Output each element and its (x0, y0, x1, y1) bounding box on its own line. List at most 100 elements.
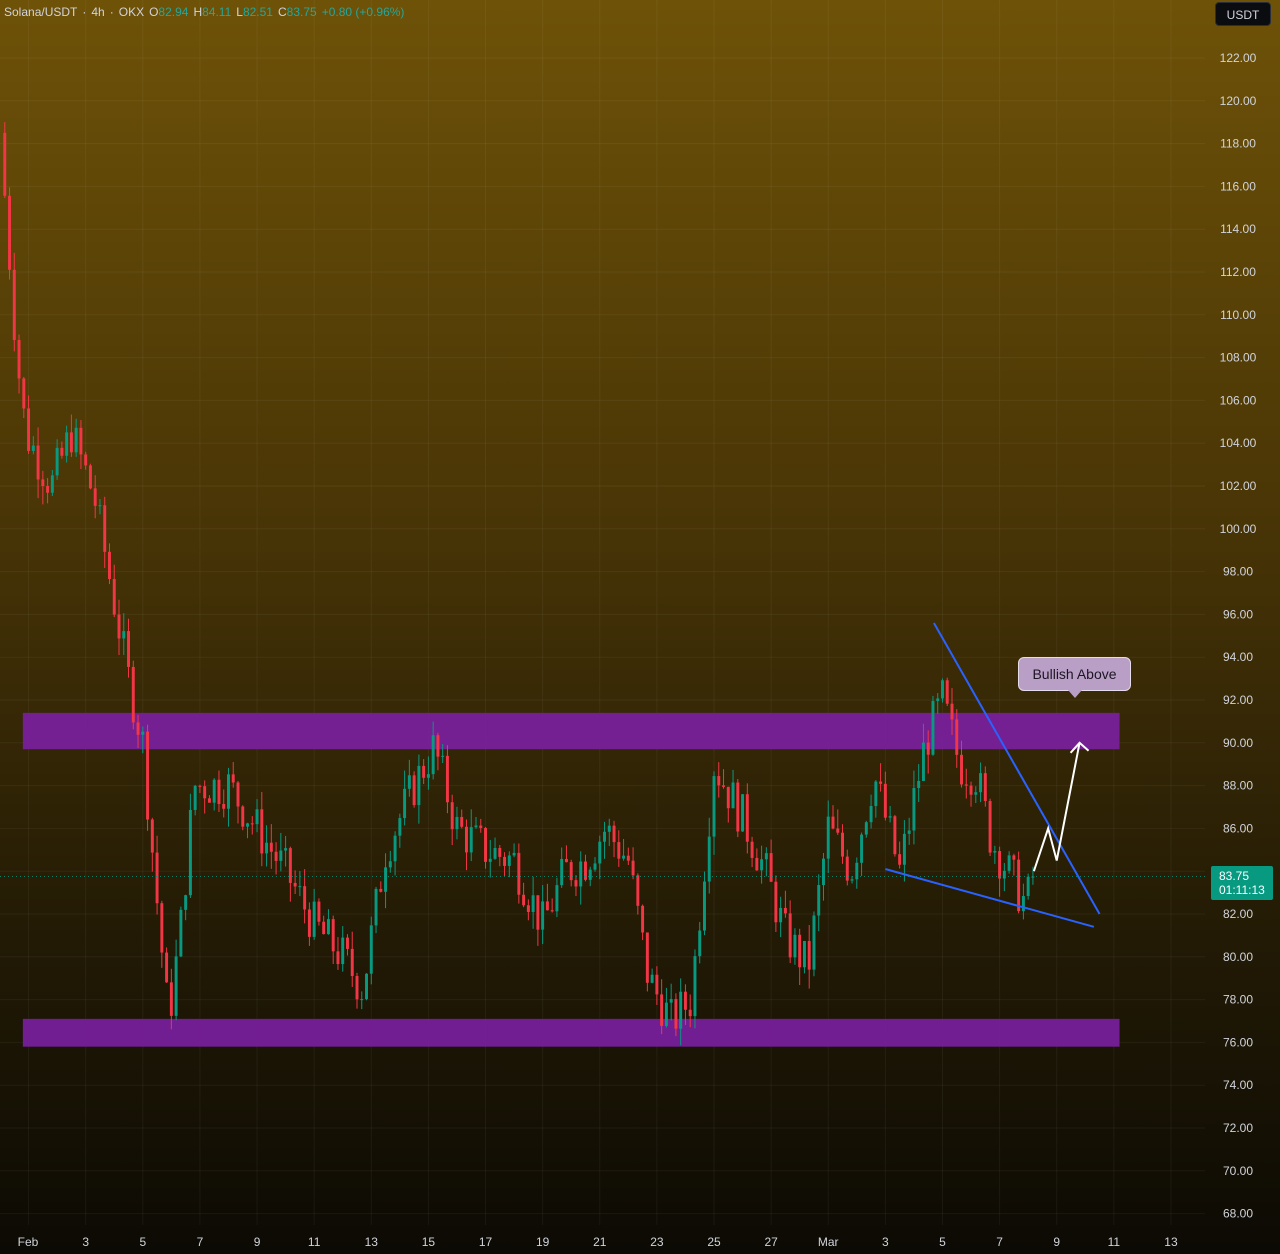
candle-body (174, 956, 178, 1016)
y-axis-tick-label: 120.00 (1220, 94, 1257, 108)
candle-body (855, 862, 859, 880)
x-axis-tick-label: 19 (536, 1235, 550, 1249)
candle-body (165, 952, 169, 983)
y-axis-tick-label: 78.00 (1223, 993, 1253, 1007)
candle-body (431, 735, 435, 775)
candle-body (802, 940, 806, 968)
candle-body (912, 788, 916, 831)
symbol-name[interactable]: Solana/USDT (4, 5, 78, 19)
candle-body (479, 825, 483, 828)
candle-body (650, 974, 654, 983)
x-axis-tick-label: 11 (308, 1235, 321, 1249)
candle-body (764, 853, 768, 860)
candle-body (631, 860, 635, 876)
candle-body (736, 782, 740, 832)
candle-body (731, 782, 735, 809)
candle-body (365, 973, 368, 1000)
candle-body (422, 765, 426, 778)
x-axis-tick-label: 21 (593, 1235, 607, 1249)
candle-body (845, 856, 849, 881)
candle-body (127, 631, 130, 667)
candle-body (426, 774, 430, 778)
candle-body (664, 1002, 668, 1026)
candle-body (317, 901, 321, 922)
candle-body (569, 862, 573, 881)
y-axis-tick-label: 104.00 (1220, 436, 1257, 450)
x-axis-tick-label: 7 (197, 1235, 204, 1249)
candle-body (60, 447, 64, 456)
y-axis-tick-label: 96.00 (1223, 607, 1253, 621)
candle-body (50, 475, 54, 493)
bullish-above-callout[interactable]: Bullish Above (1018, 657, 1131, 691)
x-axis-tick-label: 9 (1053, 1235, 1060, 1249)
candle-body (398, 818, 402, 836)
candle-body (1002, 870, 1006, 879)
x-axis-tick-label: 7 (996, 1235, 1003, 1249)
candle-body (112, 579, 116, 615)
candle-body (741, 794, 745, 832)
candle-body (936, 698, 940, 702)
candle-body (779, 907, 783, 923)
candle-body (698, 930, 702, 957)
candle-body (146, 731, 150, 820)
candle-body (945, 680, 949, 704)
x-axis-tick-label: Feb (18, 1235, 39, 1249)
candle-body (979, 773, 983, 793)
candle-body (350, 948, 354, 976)
candle-body (131, 666, 135, 723)
candle-body (536, 895, 540, 930)
candle-body (822, 858, 825, 886)
candle-body (812, 915, 816, 970)
candle-body (12, 269, 16, 340)
candle-body (469, 827, 473, 853)
candle-body (917, 780, 921, 789)
candle-body (898, 854, 902, 865)
candle-body (783, 907, 787, 914)
zone-resistance (22, 712, 1120, 750)
candle-body (8, 195, 11, 270)
candle-body (926, 742, 930, 755)
candle-body (993, 851, 997, 853)
candle-body (141, 731, 145, 735)
projection-arrowhead (1069, 741, 1090, 754)
candle-body (807, 940, 811, 970)
candle-body (246, 823, 249, 827)
candle-body (707, 836, 711, 882)
candle-body (941, 680, 944, 699)
candle-body (769, 853, 773, 882)
candle-body (436, 735, 440, 757)
candle-body (193, 785, 197, 810)
candle-body (988, 801, 992, 853)
candle-body (645, 932, 649, 983)
candle-body (331, 919, 335, 952)
candle-body (236, 782, 240, 807)
candle-body (136, 722, 140, 735)
currency-button[interactable]: USDT (1215, 2, 1271, 26)
trendline (885, 868, 1095, 928)
candle-body (798, 934, 802, 968)
candle-body (231, 774, 235, 783)
y-axis-tick-label: 70.00 (1223, 1164, 1253, 1178)
candle-body (160, 903, 164, 953)
y-axis-tick-label: 88.00 (1223, 779, 1253, 793)
x-axis-tick-label: 5 (139, 1235, 146, 1249)
candle-body (150, 819, 154, 853)
candle-body (955, 719, 959, 755)
candle-body (950, 703, 954, 720)
candle-body (612, 825, 616, 843)
y-axis-tick-label: 98.00 (1223, 565, 1253, 579)
candle-body (455, 816, 459, 830)
y-axis-tick-label: 74.00 (1223, 1078, 1253, 1092)
candle-body (3, 132, 7, 196)
candle-body (703, 881, 706, 931)
candle-body (726, 786, 730, 809)
candle-body (817, 885, 821, 916)
symbol-legend: Solana/USDT · 4h · OKX O82.94 H84.11 L82… (4, 5, 404, 19)
candle-body (522, 894, 526, 906)
y-axis-tick-label: 90.00 (1223, 736, 1253, 750)
candle-body (293, 882, 297, 887)
candle-body (108, 551, 111, 580)
y-axis-tick-label: 110.00 (1220, 308, 1256, 322)
candle-body (593, 863, 597, 870)
